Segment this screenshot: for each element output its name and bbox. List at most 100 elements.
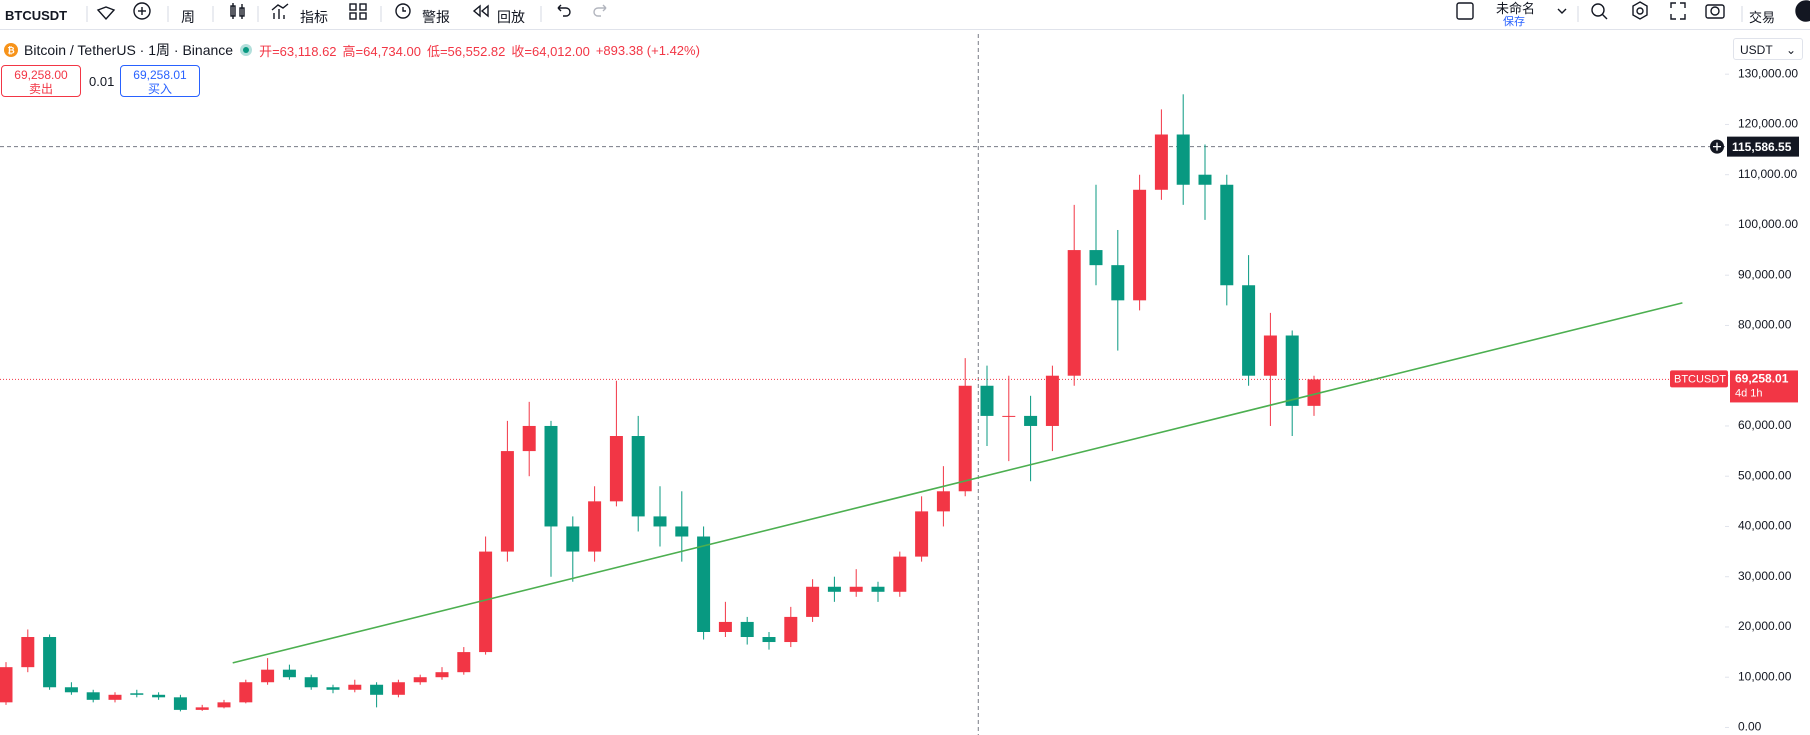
candle-body xyxy=(1242,285,1256,376)
y-tick-label: 100,000.00 xyxy=(1738,217,1798,231)
candle-body xyxy=(130,693,144,695)
candle-body xyxy=(21,637,35,668)
candle-body xyxy=(108,694,122,700)
candle-body xyxy=(217,702,231,708)
trade-button[interactable]: 交易 xyxy=(1749,10,1776,25)
candle-body xyxy=(86,692,100,700)
candle-body xyxy=(348,684,362,690)
candle-body xyxy=(1154,134,1168,190)
y-tick-label: 50,000.00 xyxy=(1738,468,1792,482)
candle-body xyxy=(1263,335,1277,376)
candle-body xyxy=(1198,174,1212,185)
last-price-box xyxy=(1730,370,1798,403)
y-tick-label: 40,000.00 xyxy=(1738,519,1792,533)
candle-body xyxy=(1111,265,1125,301)
candle-body xyxy=(609,436,623,502)
chevron: ⌄ xyxy=(1785,43,1796,57)
crosshair-price: 115,586.55 xyxy=(1732,140,1792,154)
buy-price: 69,258.01 xyxy=(133,68,187,82)
candle-body xyxy=(261,669,275,683)
y-tick-label: 20,000.00 xyxy=(1738,619,1792,633)
toolbar-icons xyxy=(86,0,1810,22)
candle-body xyxy=(980,385,994,416)
candle-body xyxy=(500,451,514,552)
sell-label: 卖出 xyxy=(28,82,53,96)
candle-body xyxy=(784,616,798,643)
countdown: 4d 1h xyxy=(1735,387,1763,399)
candle-body xyxy=(479,551,493,653)
indicators-button[interactable]: 指标 xyxy=(300,9,328,25)
candle-body xyxy=(827,586,841,592)
layout-name[interactable]: 未命名 xyxy=(1496,1,1536,16)
candle-body xyxy=(1307,379,1321,406)
save-status[interactable]: 保存 xyxy=(1503,16,1525,28)
change-value: +893.38 (+1.42%) xyxy=(595,42,700,58)
candle-body xyxy=(1220,184,1234,286)
candle-body xyxy=(1133,189,1147,301)
candle-body xyxy=(631,436,645,517)
alert-button[interactable]: 警报 xyxy=(422,9,450,25)
sell-button[interactable]: 69,258.00 卖出 xyxy=(1,65,81,97)
low-value: 低=56,552.82 xyxy=(426,43,506,59)
candle-body xyxy=(871,586,885,592)
buy-label: 买入 xyxy=(147,82,172,96)
quantity: 0.01 xyxy=(89,74,115,89)
candle-body xyxy=(566,526,580,552)
candle-body xyxy=(653,516,667,527)
last-price: 69,258.01 xyxy=(1735,372,1789,386)
candle-body xyxy=(1285,335,1299,406)
candle-body xyxy=(0,667,13,703)
candle-body xyxy=(282,669,296,678)
high-value: 高=64,734.00 xyxy=(342,43,421,59)
candle-body xyxy=(435,672,449,678)
candle-body xyxy=(718,621,732,632)
currency: USDT xyxy=(1740,43,1773,57)
candle-body xyxy=(1067,250,1081,376)
candle-body xyxy=(43,637,57,688)
crosshair-price-box xyxy=(1727,136,1799,157)
candle-body xyxy=(893,556,907,592)
candle-body xyxy=(173,697,187,710)
currency-select[interactable]: USDT ⌄ xyxy=(1733,38,1803,60)
candle-body xyxy=(457,652,471,673)
y-tick-label: 130,000.00 xyxy=(1738,66,1798,80)
candle-body xyxy=(1024,415,1038,426)
open-value: 开=63,118.62 xyxy=(259,43,337,59)
candle-body xyxy=(195,707,209,710)
trendline xyxy=(232,302,1683,664)
symbol-tag-box xyxy=(1670,370,1728,388)
replay-button[interactable]: 回放 xyxy=(497,9,525,25)
candle-body xyxy=(1176,134,1190,185)
candle-body xyxy=(152,694,166,698)
toolbar: BTCUSDT 周 指标 xyxy=(0,0,1810,30)
candle-body xyxy=(740,621,754,638)
coin-icon: ₿ xyxy=(4,43,18,57)
candle-body xyxy=(849,586,863,592)
candle-body xyxy=(239,682,253,703)
instrument: Bitcoin / TetherUS · 1周 · Binance xyxy=(24,42,234,58)
y-tick-label: 0.00 xyxy=(1738,720,1762,734)
candle-body xyxy=(806,586,820,617)
candle-body xyxy=(762,637,776,643)
candle-body xyxy=(1089,250,1103,266)
candle-body xyxy=(370,684,384,695)
y-tick-label: 90,000.00 xyxy=(1738,267,1792,281)
y-tick-label: 10,000.00 xyxy=(1738,669,1792,683)
y-tick-label: 110,000.00 xyxy=(1738,167,1797,181)
candle-body xyxy=(413,677,427,683)
candle-body xyxy=(915,511,929,557)
candle-body xyxy=(958,385,972,492)
buy-button[interactable]: 69,258.01 买入 xyxy=(120,65,200,97)
symbol[interactable]: BTCUSDT xyxy=(5,8,68,23)
interval[interactable]: 周 xyxy=(181,9,195,25)
candle-body xyxy=(697,536,711,632)
candle-body xyxy=(588,501,602,552)
market-status xyxy=(240,44,253,56)
sell-price: 69,258.00 xyxy=(14,68,68,82)
close-value: 收=64,012.00 xyxy=(511,43,590,59)
y-tick-label: 120,000.00 xyxy=(1738,117,1798,131)
y-tick-label: 80,000.00 xyxy=(1738,318,1792,332)
candle-body xyxy=(391,682,405,695)
